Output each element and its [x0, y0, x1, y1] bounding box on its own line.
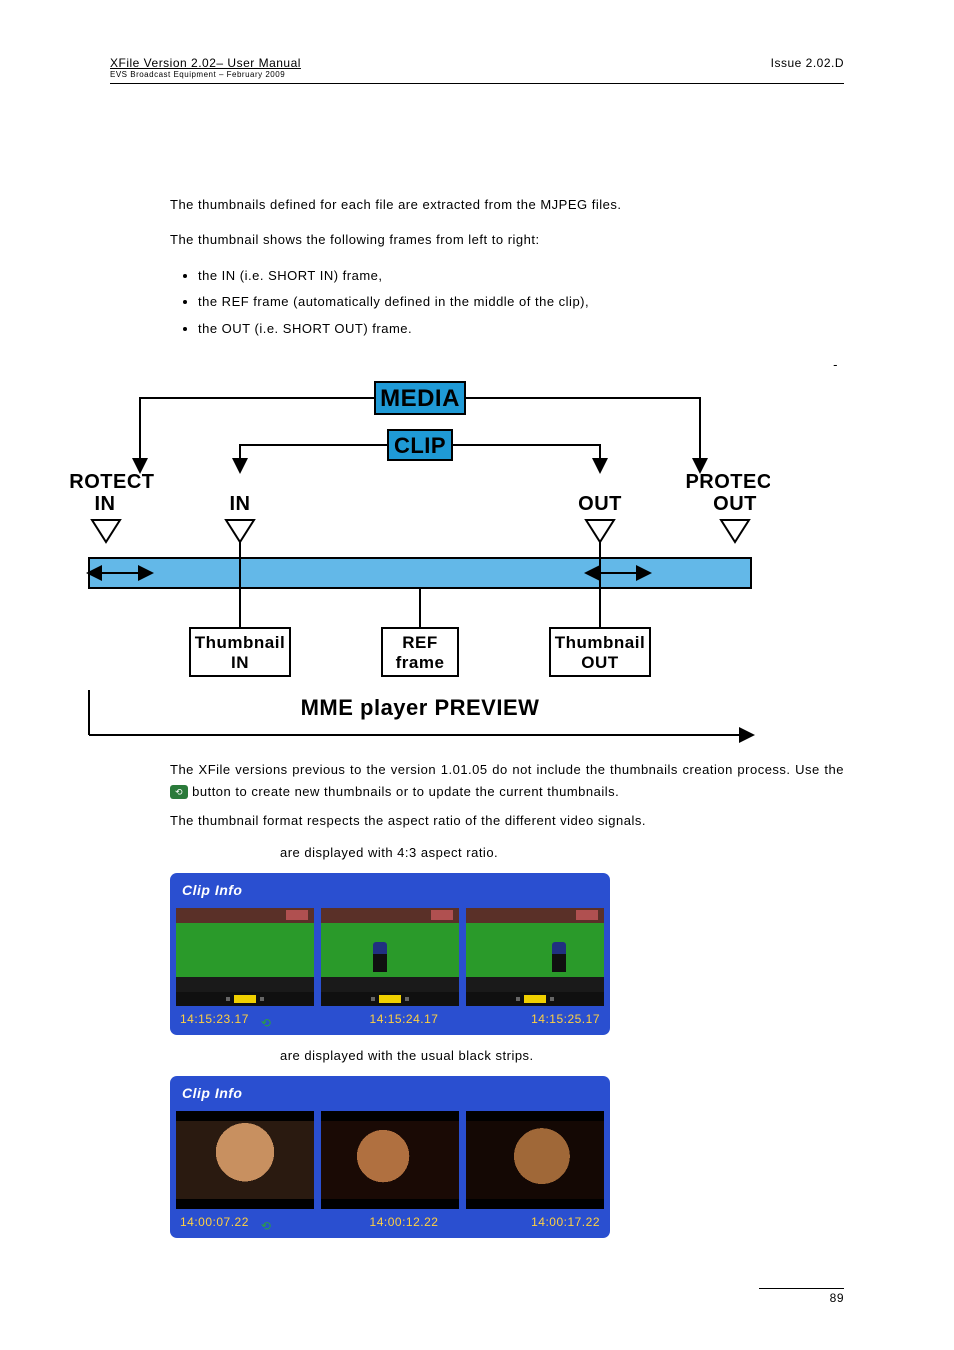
header-rule: [110, 83, 844, 84]
timecode-in: 14:00:07.22: [180, 1213, 249, 1233]
page-number: 89: [110, 1291, 844, 1305]
svg-text:IN: IN: [230, 493, 251, 515]
thumbnail-out: [466, 1111, 604, 1209]
after-p1: The XFile versions previous to the versi…: [170, 759, 844, 802]
thumbnail-ref: [321, 908, 459, 1006]
timecode-out: 14:00:17.22: [531, 1213, 600, 1233]
intro-bullet-list: the IN (i.e. SHORT IN) frame, the REF fr…: [198, 265, 844, 339]
refresh-icon[interactable]: ⟲: [261, 1014, 277, 1026]
header-title-right: Issue 2.02.D: [771, 56, 844, 70]
header-title-left: XFile Version 2.02– User Manual: [110, 56, 301, 70]
bullet-item: the OUT (i.e. SHORT OUT) frame.: [198, 318, 844, 339]
timecode-out: 14:15:25.17: [531, 1010, 600, 1030]
clip-info-title: Clip Info: [176, 1080, 604, 1111]
svg-text:IN: IN: [231, 653, 249, 672]
intro-p2: The thumbnail shows the following frames…: [170, 229, 844, 250]
timecode-in: 14:15:23.17: [180, 1010, 249, 1030]
clip-info-panel-43: Clip Info 14:15:23.17 ⟲ 14:15:24.17 14:1…: [170, 873, 610, 1035]
timecode-ref: 14:00:12.22: [277, 1213, 531, 1233]
refresh-thumbnail-icon[interactable]: ⟲: [170, 785, 188, 799]
after-p1b: button to create new thumbnails or to up…: [192, 784, 619, 799]
clip-info-title: Clip Info: [176, 877, 604, 908]
svg-text:REF: REF: [402, 633, 438, 652]
page-footer: 89: [110, 1288, 844, 1305]
refresh-icon[interactable]: ⟲: [261, 1217, 277, 1229]
intro-p1: The thumbnails defined for each file are…: [170, 194, 844, 215]
bullet-item: the REF frame (automatically defined in …: [198, 291, 844, 312]
thumbnail-out: [466, 908, 604, 1006]
after-p1a: The XFile versions previous to the versi…: [170, 762, 844, 777]
svg-text:PROTECT: PROTECT: [70, 471, 155, 493]
clip-info-panel-169: Clip Info 14:00:07: [170, 1076, 610, 1238]
line-43: are displayed with 4:3 aspect ratio.: [280, 842, 844, 863]
bullet-item: the IN (i.e. SHORT IN) frame,: [198, 265, 844, 286]
page-header: XFile Version 2.02– User Manual EVS Broa…: [110, 56, 844, 79]
svg-text:MEDIA: MEDIA: [380, 385, 460, 412]
thumbnail-in: [176, 908, 314, 1006]
svg-text:OUT: OUT: [581, 653, 619, 672]
svg-text:CLIP: CLIP: [394, 433, 446, 458]
thumbnail-ref: [321, 1111, 459, 1209]
svg-text:IN: IN: [95, 493, 116, 515]
timecode-ref: 14:15:24.17: [277, 1010, 531, 1030]
after-p2: The thumbnail format respects the aspect…: [170, 810, 844, 831]
header-subtitle: EVS Broadcast Equipment – February 2009: [110, 70, 301, 79]
dash-marker: -: [110, 357, 844, 372]
svg-text:Thumbnail: Thumbnail: [195, 633, 285, 652]
svg-text:OUT: OUT: [713, 493, 757, 515]
svg-text:OUT: OUT: [578, 493, 622, 515]
svg-text:MME player PREVIEW: MME player PREVIEW: [301, 695, 540, 720]
line-169: are displayed with the usual black strip…: [280, 1045, 844, 1066]
svg-text:frame: frame: [396, 653, 445, 672]
svg-text:PROTECT: PROTECT: [685, 471, 770, 493]
thumbnail-in: [176, 1111, 314, 1209]
media-clip-diagram: MEDIA CLIP PROTECT IN IN OUT PROTECT OUT: [70, 380, 844, 753]
svg-text:Thumbnail: Thumbnail: [555, 633, 645, 652]
